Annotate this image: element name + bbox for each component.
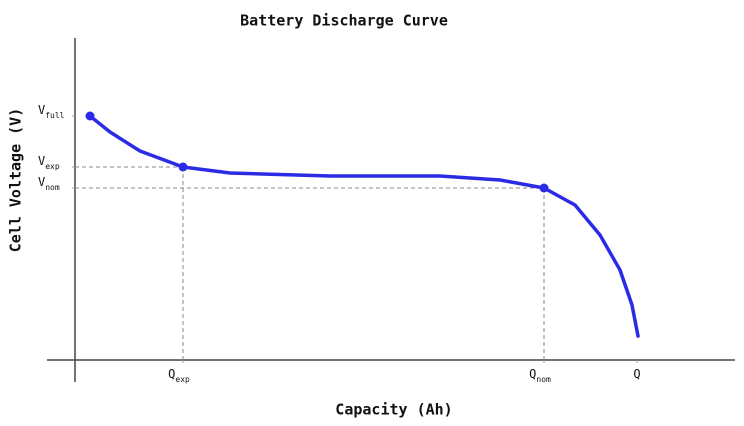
tick-label-main: V <box>38 154 45 168</box>
chart-title: Battery Discharge Curve <box>240 12 448 30</box>
point <box>178 162 188 172</box>
tick-label: Vexp <box>38 154 60 171</box>
tick-label-main: V <box>38 103 45 117</box>
tick-label: Vfull <box>38 103 65 120</box>
tick-label: Vnom <box>38 175 60 192</box>
tick-label-sub: full <box>45 111 64 120</box>
y-axis-label: Cell Voltage (V) <box>7 108 25 253</box>
tick-label: Q <box>633 367 640 381</box>
x-axis-label: Capacity (Ah) <box>335 401 452 419</box>
tick-label-sub: nom <box>536 375 551 384</box>
tick-label-sub: exp <box>45 162 60 171</box>
tick-label-sub: nom <box>45 183 60 192</box>
curve <box>88 114 640 338</box>
tick-label: Qexp <box>168 367 190 384</box>
point <box>85 111 95 121</box>
tick-label-main: Q <box>633 367 640 381</box>
tick-label-main: Q <box>529 367 536 381</box>
tick-label: Qnom <box>529 367 551 384</box>
point <box>539 183 549 193</box>
tick-label-main: V <box>38 175 45 189</box>
tick-label-sub: exp <box>175 375 190 384</box>
tick-label-main: Q <box>168 367 175 381</box>
